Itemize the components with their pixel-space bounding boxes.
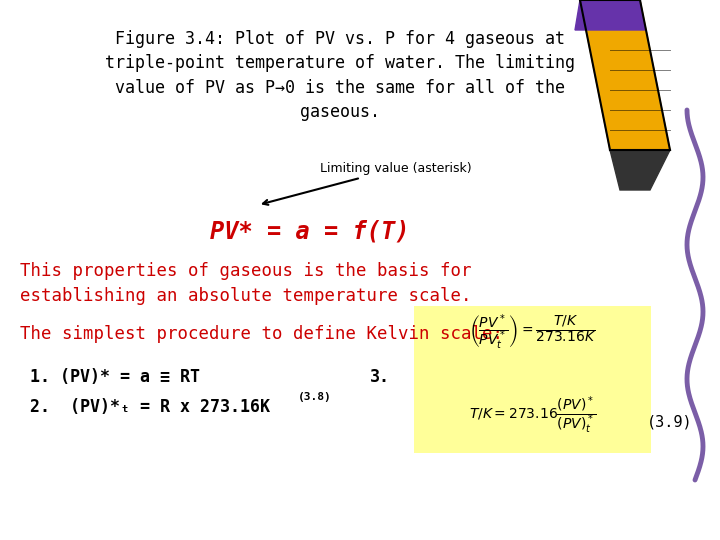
Text: (3.8): (3.8): [298, 392, 332, 402]
Text: PV* = a = f(T): PV* = a = f(T): [210, 220, 410, 244]
FancyBboxPatch shape: [414, 306, 651, 453]
Text: 2.  (PV)*ₜ = R x 273.16K: 2. (PV)*ₜ = R x 273.16K: [30, 398, 270, 416]
Text: (3.9): (3.9): [647, 415, 693, 429]
Text: $T/K = 273.16\dfrac{(PV)^*}{(PV)_t^*}$: $T/K = 273.16\dfrac{(PV)^*}{(PV)_t^*}$: [469, 394, 596, 436]
Polygon shape: [580, 0, 670, 150]
Text: The simplest procedure to define Kelvin scale:: The simplest procedure to define Kelvin …: [20, 325, 503, 343]
Text: 1. (PV)* = a ≡ RT: 1. (PV)* = a ≡ RT: [30, 368, 200, 386]
Text: Figure 3.4: Plot of PV vs. P for 4 gaseous at
triple-point temperature of water.: Figure 3.4: Plot of PV vs. P for 4 gaseo…: [105, 30, 575, 121]
Polygon shape: [575, 0, 645, 30]
Text: $\left(\dfrac{PV^*}{PV_t^*}\right) = \dfrac{T/K}{273.16K}$: $\left(\dfrac{PV^*}{PV_t^*}\right) = \df…: [469, 312, 596, 352]
Text: This properties of gaseous is the basis for
establishing an absolute temperature: This properties of gaseous is the basis …: [20, 262, 472, 305]
Polygon shape: [610, 150, 670, 190]
Text: Limiting value (asterisk): Limiting value (asterisk): [263, 162, 472, 205]
Text: 3.: 3.: [370, 368, 390, 386]
